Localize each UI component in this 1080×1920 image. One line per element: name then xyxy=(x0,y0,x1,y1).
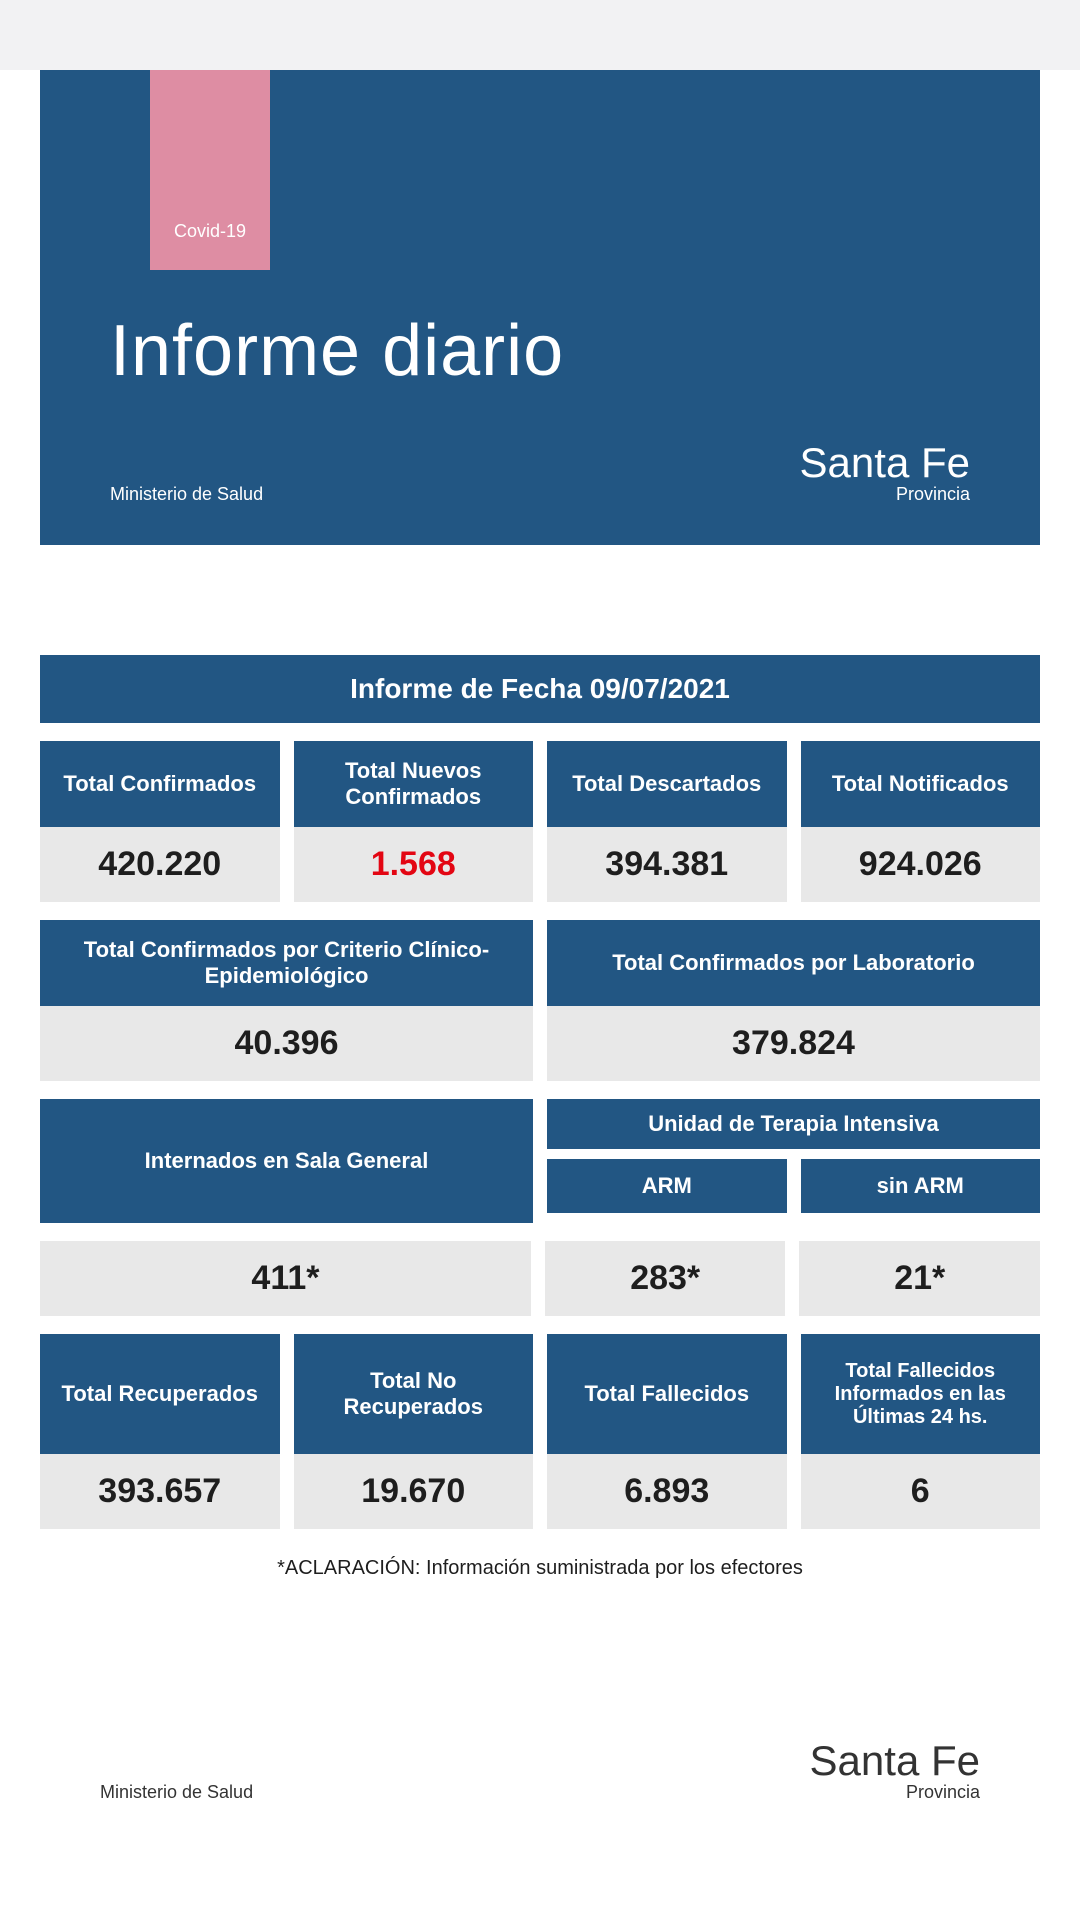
stat-label: Total Nuevos Confirmados xyxy=(294,741,534,827)
stat-label: Internados en Sala General xyxy=(40,1099,533,1223)
stat-uti-block: Unidad de Terapia Intensiva ARM sin ARM xyxy=(547,1099,1040,1223)
page-footer: Ministerio de Salud Santa Fe Provincia xyxy=(40,1740,1040,1803)
stat-label: Total Notificados xyxy=(801,741,1041,827)
stat-value: 924.026 xyxy=(801,827,1041,902)
stat-value: 6 xyxy=(801,1454,1041,1529)
stat-recuperados: Total Recuperados 393.657 xyxy=(40,1334,280,1529)
stat-value: 393.657 xyxy=(40,1454,280,1529)
stat-internados-value: 411* xyxy=(40,1241,531,1316)
clarification-note: *ACLARACIÓN: Información suministrada po… xyxy=(40,1557,1040,1580)
stats-row-4: Total Recuperados 393.657 Total No Recup… xyxy=(40,1334,1040,1529)
stat-laboratorio: Total Confirmados por Laboratorio 379.82… xyxy=(547,920,1040,1081)
page-content: Covid-19 Informe diario Ministerio de Sa… xyxy=(0,70,1080,1883)
stats-row-3: Internados en Sala General Unidad de Ter… xyxy=(40,1099,1040,1316)
footer-province-logo: Santa Fe Provincia xyxy=(810,1740,980,1803)
stat-total-descartados: Total Descartados 394.381 xyxy=(547,741,787,902)
stat-label: Total Descartados xyxy=(547,741,787,827)
stats-row-2: Total Confirmados por Criterio Clínico-E… xyxy=(40,920,1040,1081)
stat-clinico: Total Confirmados por Criterio Clínico-E… xyxy=(40,920,533,1081)
province-name: Santa Fe xyxy=(800,442,970,484)
stat-label: Total Fallecidos xyxy=(547,1334,787,1454)
stat-sin-arm-value: 21* xyxy=(799,1241,1040,1316)
stat-value: 19.670 xyxy=(294,1454,534,1529)
stat-value: 379.824 xyxy=(547,1006,1040,1081)
stat-value: 40.396 xyxy=(40,1006,533,1081)
stat-label: Total Fallecidos Informados en las Últim… xyxy=(801,1334,1041,1454)
stat-total-notificados: Total Notificados 924.026 xyxy=(801,741,1041,902)
stat-fallecidos: Total Fallecidos 6.893 xyxy=(547,1334,787,1529)
stat-total-nuevos: Total Nuevos Confirmados 1.568 xyxy=(294,741,534,902)
stat-fallecidos-24h: Total Fallecidos Informados en las Últim… xyxy=(801,1334,1041,1529)
stat-arm-label: ARM xyxy=(547,1159,787,1213)
top-gray-bar xyxy=(0,0,1080,70)
province-logo: Santa Fe Provincia xyxy=(800,442,970,505)
stat-total-confirmados: Total Confirmados 420.220 xyxy=(40,741,280,902)
province-sub: Provincia xyxy=(800,484,970,505)
date-bar: Informe de Fecha 09/07/2021 xyxy=(40,655,1040,723)
covid-tag-label: Covid-19 xyxy=(174,221,246,242)
uti-title: Unidad de Terapia Intensiva xyxy=(547,1099,1040,1149)
stat-value: 1.568 xyxy=(294,827,534,902)
stat-value: 420.220 xyxy=(40,827,280,902)
stat-label: Total Recuperados xyxy=(40,1334,280,1454)
stat-label: Total Confirmados xyxy=(40,741,280,827)
stat-label: Total Confirmados por Criterio Clínico-E… xyxy=(40,920,533,1006)
header-banner: Covid-19 Informe diario Ministerio de Sa… xyxy=(40,70,1040,545)
report-title: Informe diario xyxy=(110,310,970,392)
stat-internados-header: Internados en Sala General xyxy=(40,1099,533,1223)
stat-value: 6.893 xyxy=(547,1454,787,1529)
footer-province-name: Santa Fe xyxy=(810,1740,980,1782)
stat-sin-arm-label: sin ARM xyxy=(801,1159,1041,1213)
stat-no-recuperados: Total No Recuperados 19.670 xyxy=(294,1334,534,1529)
footer-ministry: Ministerio de Salud xyxy=(100,1782,253,1803)
stat-arm-value: 283* xyxy=(545,1241,786,1316)
stat-label: Total No Recuperados xyxy=(294,1334,534,1454)
banner-bottom-row: Ministerio de Salud Santa Fe Provincia xyxy=(110,442,970,505)
covid-tag: Covid-19 xyxy=(150,70,270,270)
ministry-label: Ministerio de Salud xyxy=(110,484,263,505)
stat-label: Total Confirmados por Laboratorio xyxy=(547,920,1040,1006)
stats-row-1: Total Confirmados 420.220 Total Nuevos C… xyxy=(40,741,1040,902)
stat-value: 394.381 xyxy=(547,827,787,902)
footer-province-sub: Provincia xyxy=(810,1782,980,1803)
